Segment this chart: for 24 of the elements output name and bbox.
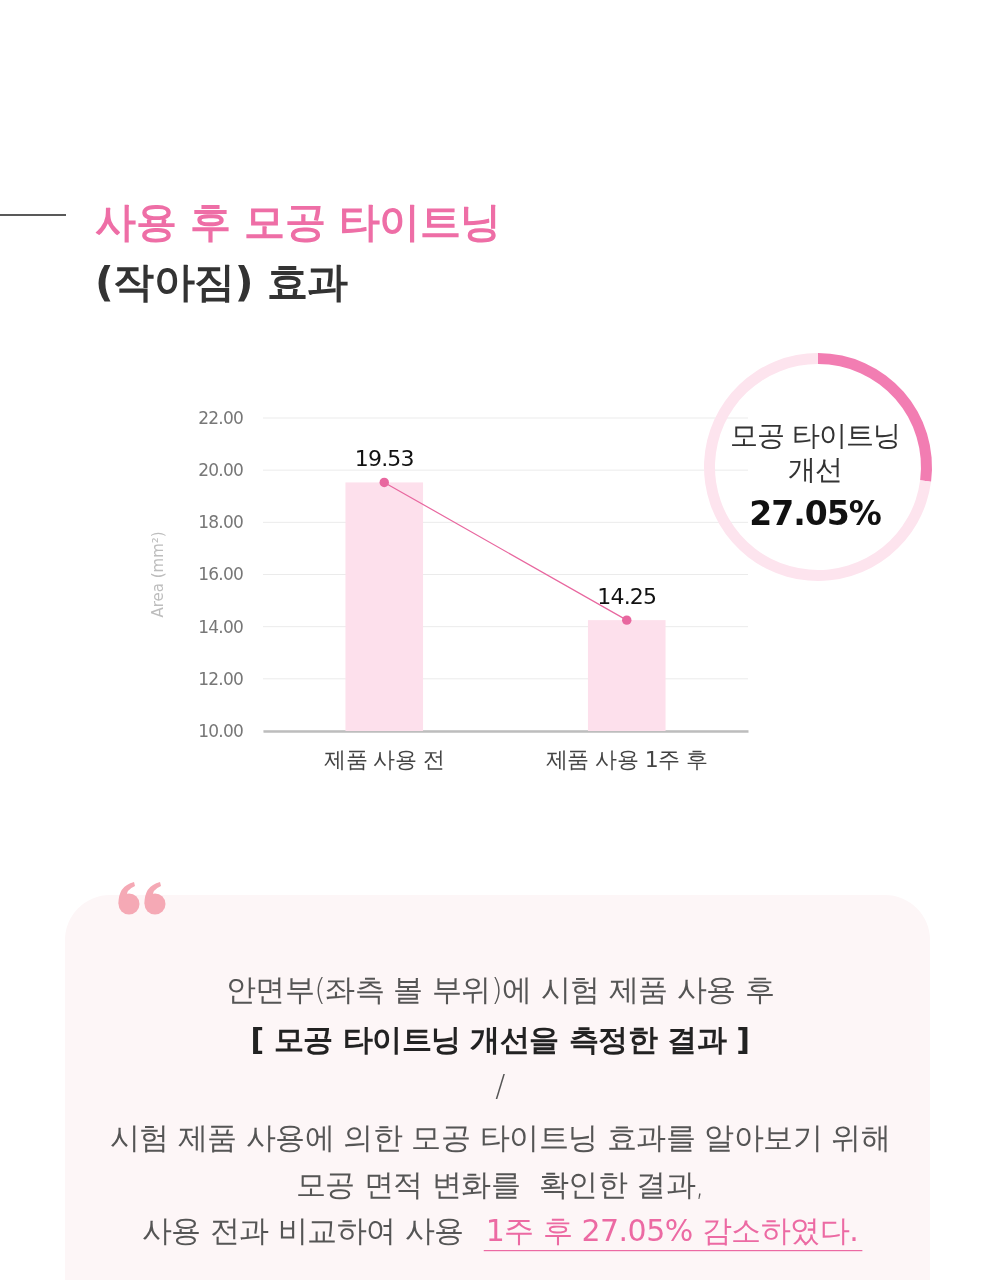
- y-tick-label: 10.00: [198, 720, 243, 741]
- donut-slice: [704, 353, 932, 581]
- text: 사용 전과 비교하여 사용: [141, 1213, 464, 1248]
- x-tick-label: 제품 사용 전: [324, 746, 445, 772]
- chart-subtitle: (작아짐) 효과: [95, 258, 349, 306]
- y-tick-label: 12.00: [198, 668, 243, 689]
- text: 1주 후 27.05% 감소하였다.: [485, 1213, 859, 1248]
- text: 모공 면적 변화를 확인한 결과,: [295, 1167, 705, 1202]
- y-tick-label: 20.00: [198, 460, 243, 481]
- x-tick-label: 제품 사용 1주 후: [545, 746, 708, 772]
- chart-title: 사용 후 모공 타이트닝: [95, 198, 501, 246]
- data-label: 14.25: [597, 584, 657, 610]
- text: [ 모공 타이트닝 개선을 측정한 결과 ]: [250, 1022, 750, 1057]
- text: 27.05%: [749, 494, 882, 533]
- data-label: 19.53: [354, 446, 414, 472]
- text: 모공 타이트닝 개선: [730, 419, 900, 486]
- text: 안면부(좌측 볼 부위)에 시험 제품 사용 후: [225, 972, 775, 1007]
- y-tick-label: 14.00: [198, 616, 243, 637]
- y-tick-label: 16.00: [198, 564, 243, 585]
- text: 시험 제품 사용에 의한 모공 타이트닝 효과를 알아보기 위해: [109, 1120, 891, 1155]
- text: /: [495, 1068, 506, 1103]
- y-tick-label: 18.00: [198, 512, 243, 533]
- y-tick-label: 22.00: [198, 407, 243, 428]
- y-axis-title: Area (mm²): [149, 531, 167, 618]
